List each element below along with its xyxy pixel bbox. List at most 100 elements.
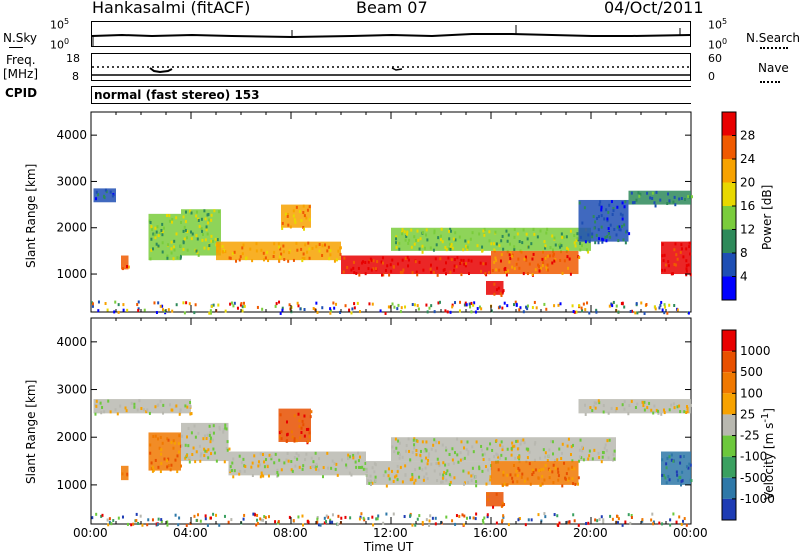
echo-cell <box>230 469 233 473</box>
echo-cell <box>578 256 581 260</box>
echo-cell <box>324 243 327 247</box>
echo-cell <box>541 475 544 479</box>
noise-cell <box>242 517 245 521</box>
echo-cell <box>182 229 185 233</box>
noise-cell <box>315 301 318 305</box>
echo-cell <box>662 259 665 263</box>
echo-cell <box>516 232 519 236</box>
echo-cell <box>433 231 436 235</box>
echo-cell <box>155 230 158 234</box>
echo-cell <box>382 261 385 265</box>
noise-cell <box>517 518 520 522</box>
echo-cell <box>207 456 210 460</box>
echo-cell <box>418 475 421 479</box>
echo-cell <box>546 459 549 463</box>
noise-cell <box>556 514 559 518</box>
colorbar-swatch <box>722 135 736 159</box>
echo-cell <box>168 214 171 218</box>
echo-cell <box>622 238 625 242</box>
echo-cell <box>556 458 559 462</box>
echo-cell <box>502 473 505 477</box>
noise-cell <box>321 306 324 310</box>
echo-cell <box>470 259 473 263</box>
echo-cell <box>449 270 452 274</box>
echo-cell <box>607 456 610 460</box>
noise-cell <box>261 307 264 311</box>
echo-cell <box>126 264 129 268</box>
echo-cell <box>296 248 299 252</box>
echo-cell <box>500 239 503 243</box>
echo-cell <box>436 266 439 270</box>
echo-cell <box>273 461 276 465</box>
noise-cell <box>91 516 94 520</box>
echo-cell <box>594 241 597 245</box>
noise-cell <box>464 301 467 305</box>
echo-cell <box>153 233 156 237</box>
echo-cell <box>413 235 416 239</box>
noise-cell <box>230 518 233 522</box>
noise-cell <box>353 306 356 310</box>
echo-cell <box>668 478 671 482</box>
echo-band-fill <box>278 408 311 442</box>
echo-cell <box>682 454 685 458</box>
noise-cell <box>663 311 666 315</box>
noise-cell <box>585 522 588 526</box>
noise-cell <box>110 522 113 526</box>
noise-cell <box>161 304 164 308</box>
echo-cell <box>228 256 231 260</box>
echo-cell <box>553 459 556 463</box>
noise-cell <box>652 520 655 524</box>
noise-cell <box>367 517 370 521</box>
noise-cell <box>558 521 561 525</box>
echo-cell <box>443 268 446 272</box>
echo-cell <box>465 262 468 266</box>
echo-cell <box>461 457 464 461</box>
noise-cell <box>634 311 637 315</box>
echo-cell <box>369 257 372 261</box>
echo-cell <box>182 247 185 251</box>
echo-cell <box>598 203 601 207</box>
noise-cell <box>621 302 624 306</box>
noise-cell <box>465 303 468 307</box>
noise-cell <box>137 300 140 304</box>
echo-cell <box>513 267 516 271</box>
echo-cell <box>560 232 563 236</box>
nsky-strip <box>91 21 691 47</box>
echo-cell <box>251 259 254 263</box>
echo-cell <box>119 404 122 408</box>
echo-cell <box>593 404 596 408</box>
noise-cell <box>329 311 332 315</box>
noise-cell <box>627 513 630 517</box>
echo-cell <box>467 452 470 456</box>
echo-cell <box>689 252 692 256</box>
echo-cell <box>215 459 218 463</box>
echo-cell <box>364 272 367 276</box>
noise-cell <box>166 520 169 524</box>
echo-cell <box>518 240 521 244</box>
echo-cell <box>567 437 570 441</box>
noise-cell <box>97 300 100 304</box>
noise-cell <box>522 310 525 314</box>
echo-cell <box>172 446 175 450</box>
noise-cell <box>164 311 167 315</box>
echo-cell <box>404 238 407 242</box>
echo-cell <box>398 247 401 251</box>
echo-cell <box>516 447 519 451</box>
echo-cell <box>282 244 285 248</box>
x-tick-label: 00:00 <box>73 526 108 540</box>
colorbar-swatch <box>722 112 736 136</box>
echo-cell <box>166 465 169 469</box>
noise-cell <box>262 518 265 522</box>
echo-cell <box>451 447 454 451</box>
echo-cell <box>516 474 519 478</box>
echo-cell <box>286 439 289 443</box>
echo-cell <box>313 464 316 468</box>
echo-cell <box>187 444 190 448</box>
echo-cell <box>485 482 488 486</box>
noise-cell <box>278 300 281 304</box>
noise-cell <box>256 305 259 309</box>
echo-cell <box>341 458 344 462</box>
noise-cell <box>349 516 352 520</box>
echo-cell <box>667 474 670 478</box>
echo-cell <box>279 255 282 259</box>
